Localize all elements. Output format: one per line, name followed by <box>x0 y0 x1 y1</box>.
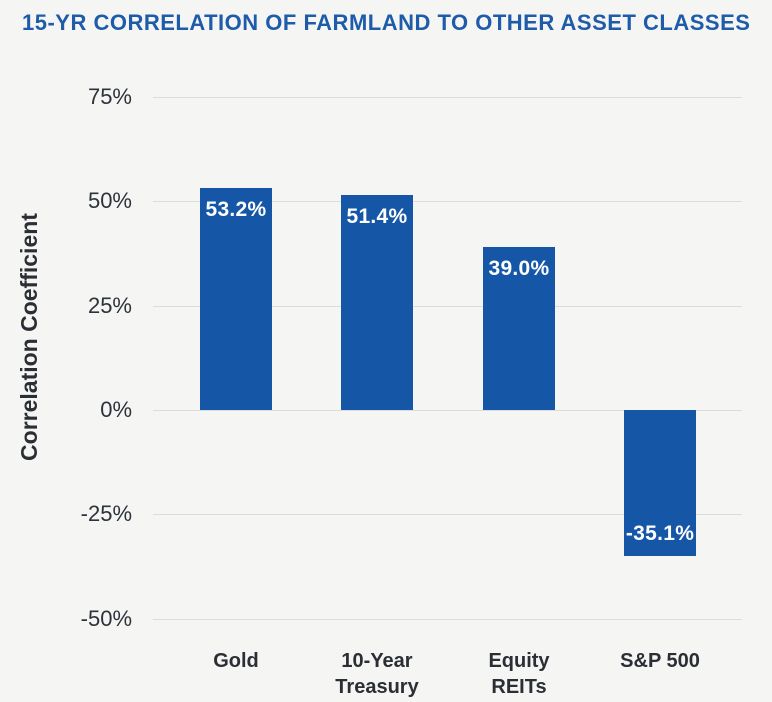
y-tick-label: -25% <box>80 501 132 526</box>
gridline <box>153 619 742 620</box>
x-category-label-line: REITs <box>491 676 547 698</box>
x-category-label: Equity REITs <box>439 648 599 700</box>
bar-value-label: 39.0% <box>488 257 550 280</box>
x-category-label-line: S&P 500 <box>620 650 700 672</box>
bar-s-p-500 <box>624 410 696 556</box>
x-category-label-line: Equity <box>488 650 550 672</box>
x-category-label-line: Gold <box>213 650 259 672</box>
y-axis-title: Correlation Coefficient <box>16 213 42 461</box>
gridline <box>153 201 742 202</box>
x-category-label-line: Treasury <box>335 676 419 698</box>
bar-gold <box>200 188 272 410</box>
chart-title: 15-YR CORRELATION OF FARMLAND TO OTHER A… <box>22 10 751 35</box>
gridline <box>153 514 742 515</box>
bar-equity-reits <box>483 247 555 410</box>
x-category-label: 10-Year Treasury <box>297 648 457 700</box>
bar-10-year-treasury <box>341 195 413 410</box>
bar-value-label: -35.1% <box>625 522 695 545</box>
y-tick-label: -50% <box>80 606 132 631</box>
x-category-label: S&P 500 <box>580 648 740 674</box>
y-tick-label: 75% <box>87 84 132 109</box>
gridline <box>153 97 742 98</box>
x-category-label-line: 10-Year <box>341 650 413 672</box>
bar-value-label: 51.4% <box>346 205 408 228</box>
bar-value-label: 53.2% <box>205 198 267 221</box>
y-tick-label: 50% <box>87 188 132 213</box>
y-tick-label: 0% <box>100 397 132 422</box>
x-category-label: Gold <box>156 648 316 674</box>
gridline <box>153 306 742 307</box>
gridline <box>153 410 742 411</box>
y-tick-label: 25% <box>87 293 132 318</box>
